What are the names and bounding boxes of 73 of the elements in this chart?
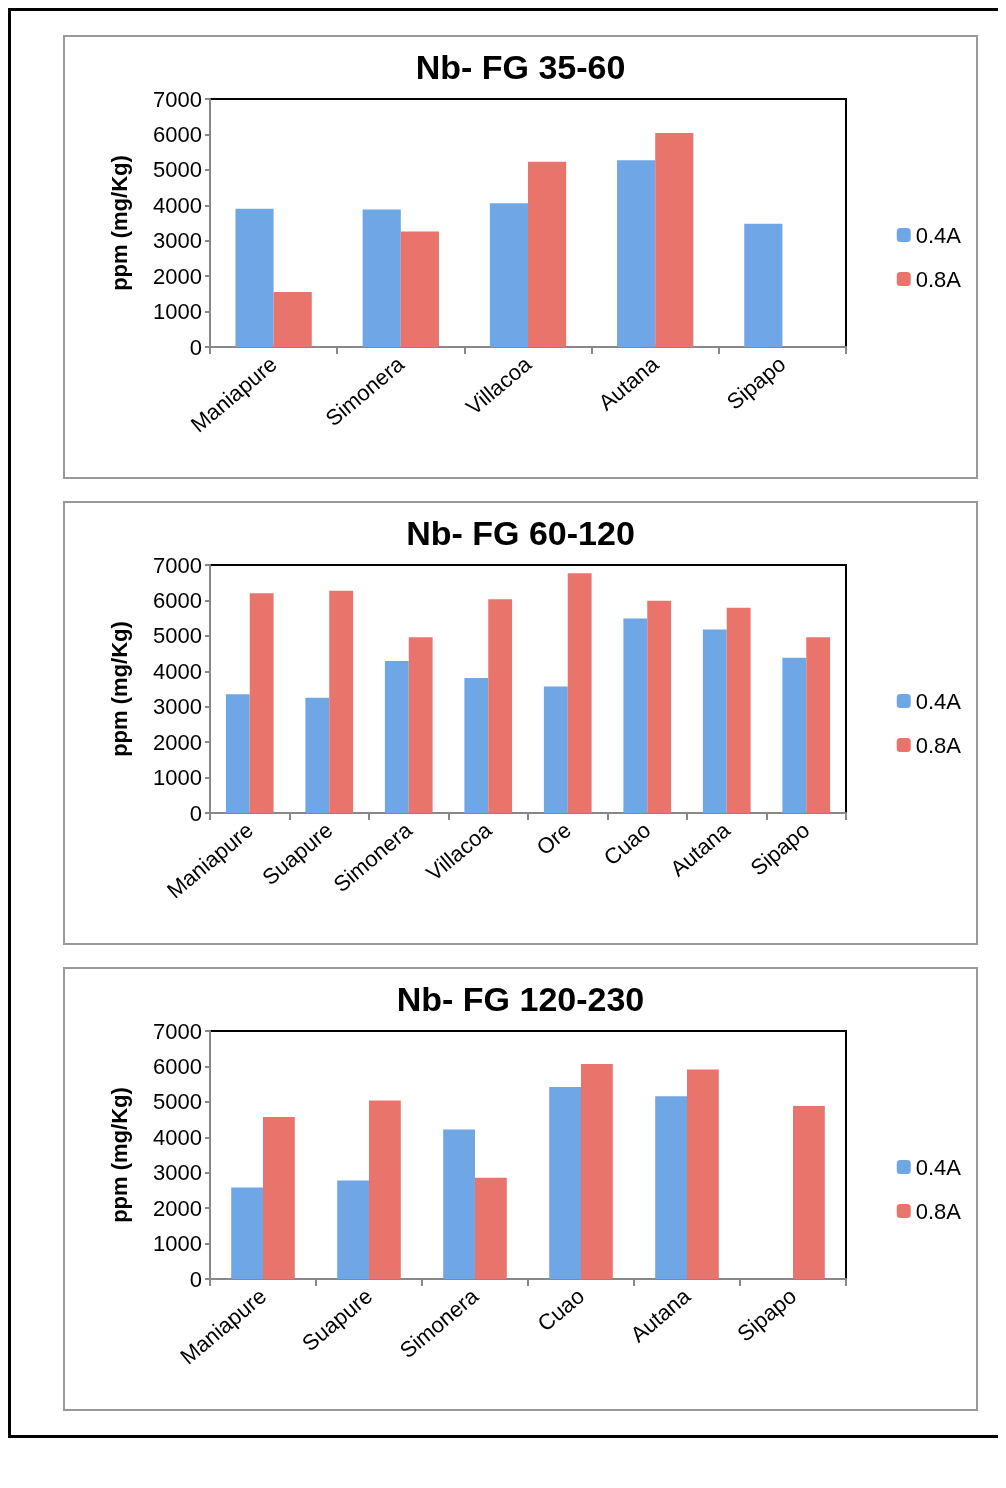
legend-label: 0.4A [915, 222, 962, 248]
bar [263, 1117, 295, 1279]
y-tick-label: 0 [189, 334, 202, 360]
bar [337, 1180, 369, 1279]
bar [249, 593, 274, 813]
y-tick-label: 4000 [153, 658, 202, 684]
bar [793, 1106, 825, 1279]
bar [408, 637, 433, 813]
bar [617, 160, 656, 347]
x-tick-label: Ore [531, 817, 576, 861]
legend-label: 0.4A [915, 688, 962, 714]
bar [687, 1069, 719, 1279]
bar [225, 694, 250, 813]
bar [744, 223, 783, 347]
y-tick-label: 4000 [153, 1124, 202, 1150]
bar [305, 697, 330, 813]
bar [273, 292, 312, 347]
y-tick-label: 6000 [153, 121, 202, 147]
y-tick-label: 0 [189, 1266, 202, 1292]
y-tick-label: 7000 [153, 86, 202, 112]
y-tick-label: 3000 [153, 1160, 202, 1186]
bar [567, 573, 592, 813]
bar [623, 618, 648, 813]
y-tick-label: 0 [189, 800, 202, 826]
bar [655, 1096, 687, 1279]
y-tick-label: 6000 [153, 587, 202, 613]
bar [655, 133, 694, 347]
y-tick-label: 2000 [153, 263, 202, 289]
bar [400, 231, 439, 347]
bar [581, 1063, 613, 1279]
y-tick-label: 7000 [153, 552, 202, 578]
bar [647, 600, 672, 813]
bar [235, 208, 274, 347]
bar [369, 1100, 401, 1279]
bar [384, 661, 409, 813]
legend-label: 0.8A [915, 1198, 962, 1224]
y-tick-label: 2000 [153, 729, 202, 755]
legend-label: 0.8A [915, 732, 962, 758]
bar [528, 161, 567, 347]
y-tick-label: 3000 [153, 694, 202, 720]
y-tick-label: 4000 [153, 192, 202, 218]
bar [464, 678, 489, 813]
bar [489, 203, 528, 347]
bar [549, 1086, 581, 1279]
y-tick-label: 5000 [153, 157, 202, 183]
y-tick-label: 1000 [153, 299, 202, 325]
bar [329, 590, 354, 813]
legend-label: 0.8A [915, 266, 962, 292]
bar [702, 629, 727, 813]
y-tick-label: 7000 [153, 1018, 202, 1044]
chart-title: Nb- FG 35-60 [415, 48, 626, 86]
chart-title: Nb- FG 120-230 [396, 980, 645, 1018]
bar [362, 209, 401, 347]
y-tick-label: 1000 [153, 765, 202, 791]
bar [231, 1187, 263, 1279]
y-tick-label: 5000 [153, 623, 202, 649]
y-tick-label: 2000 [153, 1195, 202, 1221]
bar [543, 686, 568, 813]
y-axis-title: ppm (mg/Kg) [106, 621, 132, 757]
y-tick-label: 3000 [153, 228, 202, 254]
y-tick-label: 6000 [153, 1053, 202, 1079]
bar [475, 1177, 507, 1279]
y-axis-title: ppm (mg/Kg) [106, 1087, 132, 1223]
chart-title: Nb- FG 60-120 [406, 514, 635, 552]
bar [443, 1129, 475, 1279]
bar [806, 637, 831, 813]
y-tick-label: 5000 [153, 1089, 202, 1115]
bar [488, 599, 513, 813]
legend-label: 0.4A [915, 1154, 962, 1180]
bar [782, 657, 807, 813]
bar [726, 607, 751, 813]
y-axis-title: ppm (mg/Kg) [106, 155, 132, 291]
y-tick-label: 1000 [153, 1231, 202, 1257]
